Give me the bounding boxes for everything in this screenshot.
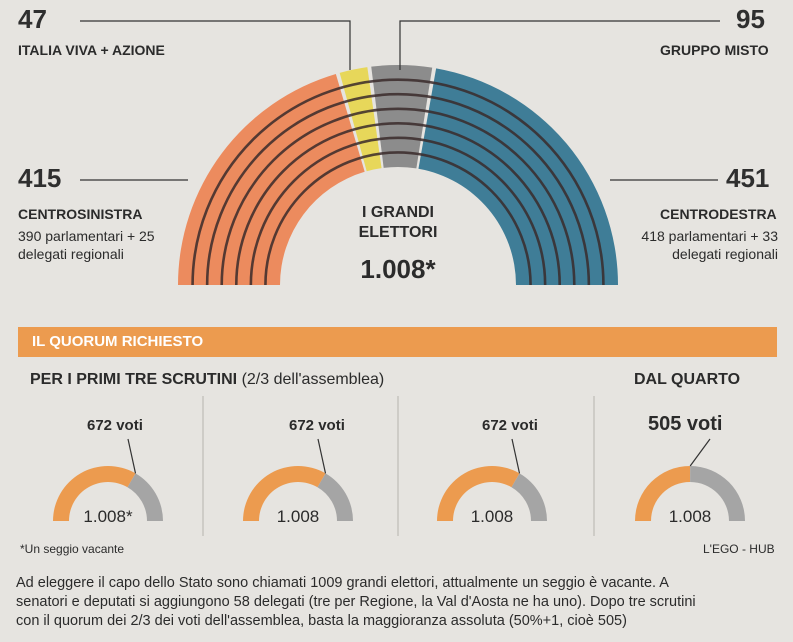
arc-row-line xyxy=(205,92,591,286)
leader-line xyxy=(80,20,351,70)
vacancy-note: *Un seggio vacante xyxy=(20,542,125,556)
gauge-4-empty xyxy=(690,466,745,521)
footer-line-3: con il quorum dei 2/3 dei voti dell'asse… xyxy=(16,613,627,629)
arc-title-line-2: ELETTORI xyxy=(358,224,438,241)
quorum-gauges xyxy=(53,438,745,521)
quorum-banner-label: IL QUORUM RICHIESTO xyxy=(32,333,204,350)
group-name-centrodestra: CENTRODESTRA xyxy=(660,206,777,222)
gauge-3-pointer xyxy=(511,438,521,474)
group-name-centrosinistra: CENTROSINISTRA xyxy=(18,206,143,222)
group-name-gruppo-misto: GRUPPO MISTO xyxy=(660,42,769,58)
gauge-4-pointer xyxy=(689,438,711,467)
group-number-italia-viva: 47 xyxy=(18,4,47,34)
gauge-3-filled xyxy=(437,466,520,521)
gauge-2-filled xyxy=(243,466,326,521)
arc-total: 1.008* xyxy=(360,254,436,284)
footer-text: Ad eleggere il capo dello Stato sono chi… xyxy=(16,574,786,631)
gauge-4-total: 1.008 xyxy=(668,507,712,526)
group-number-centrodestra: 451 xyxy=(726,163,770,193)
dividers xyxy=(202,396,595,536)
group-number-gruppo-misto: 95 xyxy=(736,4,765,34)
gauge-1-filled xyxy=(53,466,136,521)
arc-row-line xyxy=(264,151,532,286)
gauge-1-empty xyxy=(127,473,163,521)
gauge-3-votes: 672 voti xyxy=(482,417,538,434)
arc-row-line xyxy=(220,107,576,286)
footer-line-2: senatori e deputati si aggiungono 58 del… xyxy=(16,594,696,610)
leader-line xyxy=(399,20,720,70)
footer-line-1: Ad eleggere il capo dello Stato sono chi… xyxy=(16,575,669,591)
gauge-2-votes: 672 voti xyxy=(289,417,345,434)
arc-title-line-1: I GRANDI xyxy=(362,204,434,221)
gauge-4-votes: 505 voti xyxy=(648,413,723,435)
group-number-centrosinistra: 415 xyxy=(18,163,62,193)
arc-row-line xyxy=(191,78,605,286)
quorum-banner: IL QUORUM RICHIESTO xyxy=(18,327,777,357)
gauge-2-total: 1.008 xyxy=(276,507,320,526)
gauge-2-pointer xyxy=(317,438,327,474)
first-ballots-label: PER I PRIMI TRE SCRUTINI (2/3 dell'assem… xyxy=(30,371,384,389)
parliament-arc xyxy=(178,64,618,286)
arc-row-line xyxy=(234,121,562,286)
arc-row-line xyxy=(249,136,547,286)
group-name-italia-viva: ITALIA VIVA + AZIONE xyxy=(18,42,165,58)
credit: L'EGO - HUB xyxy=(703,542,775,556)
arc-title: I GRANDI ELETTORI xyxy=(338,203,458,243)
gauge-3-empty xyxy=(511,473,547,521)
group-detail-centrodestra: 418 parlamentari + 33 delegati regionali xyxy=(641,228,778,262)
gauge-3-total: 1.008 xyxy=(470,507,514,526)
fourth-ballot-label: DAL QUARTO xyxy=(634,371,741,388)
arc-segment-gruppo-misto xyxy=(371,64,433,169)
gauge-1-total: 1.008* xyxy=(83,507,133,526)
gauge-1-votes: 672 voti xyxy=(87,417,143,434)
leader-lines xyxy=(80,20,720,181)
first-ballots-label-rest: (2/3 dell'assemblea) xyxy=(237,371,385,388)
gauge-1-pointer xyxy=(127,438,137,474)
gauge-4-filled xyxy=(635,466,691,521)
gauge-2-empty xyxy=(317,473,353,521)
arc-segment-italia-viva-azione xyxy=(339,67,382,172)
group-detail-centrosinistra: 390 parlamentari + 25 delegati regionali xyxy=(18,228,155,262)
first-ballots-label-bold: PER I PRIMI TRE SCRUTINI xyxy=(30,371,238,388)
